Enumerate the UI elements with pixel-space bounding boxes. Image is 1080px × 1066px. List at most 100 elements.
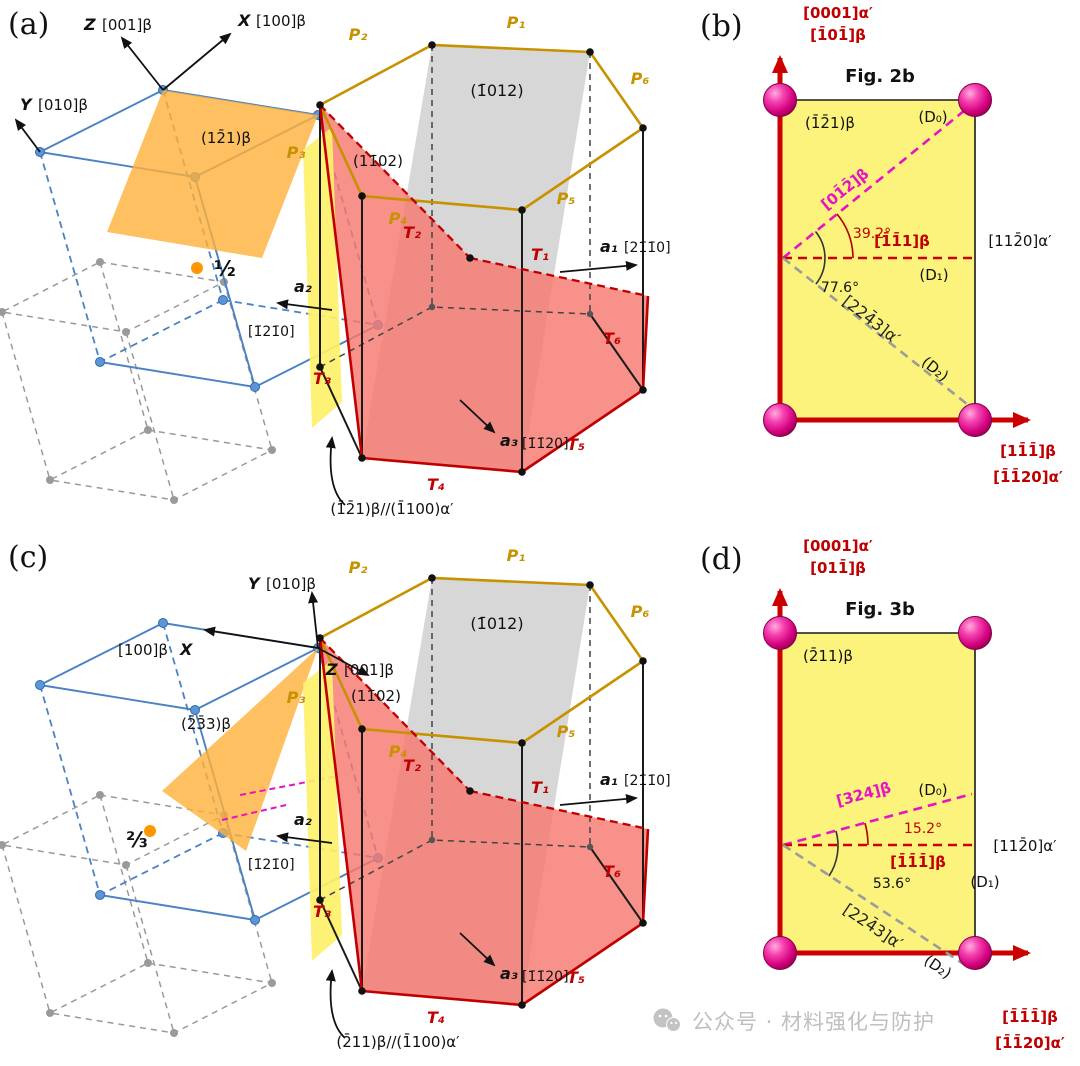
prism-vertical-edges — [319, 105, 644, 472]
top-axis-label-alpha: [0001]α′ — [803, 537, 873, 555]
panel-a: (a) Z [001]β X [100]β Y [010]β (12̄1)β ½… — [0, 0, 680, 537]
panel-c: (c) Y [010]β [100]β X Z [001]β (2̄3̄3)β … — [0, 533, 680, 1066]
bottom-axis-label-beta: [11̄1̄]β — [1000, 440, 1056, 460]
panel-letter: (c) — [8, 540, 48, 575]
pink-plane-label: (11̄02) — [351, 687, 401, 705]
edge-label-p1: P₁ — [507, 13, 526, 32]
bottom-axis-label-alpha: [1̄1̄20]α′ — [993, 466, 1063, 486]
d2-angle: 53.6° — [873, 876, 911, 892]
angle-arc-15 — [864, 822, 869, 846]
panel-letter: (b) — [700, 9, 743, 44]
edge-label-t3: T₃ — [313, 902, 331, 921]
trace-edges — [318, 104, 650, 474]
edge-label-t1: T₁ — [531, 245, 549, 264]
z-axis-direction: [001]β — [102, 16, 152, 34]
watermark: 公众号 · 材料强化与防护 — [652, 1006, 935, 1036]
plane-label: (1̄2̄1)β — [805, 113, 855, 132]
wechat-icon — [653, 1008, 681, 1032]
top-axis-label-beta: [011̄]β — [810, 557, 866, 577]
a3-axis-direction: [1̄1̄20] — [522, 436, 569, 452]
panel-c-figure: (c) Y [010]β [100]β X Z [001]β (2̄3̄3)β … — [0, 540, 671, 1051]
gray-cell-vertices — [0, 258, 276, 504]
x-axis-letter: X — [179, 640, 193, 659]
edge-label-t5: T₅ — [567, 968, 585, 987]
prism-hidden-edges — [319, 45, 591, 368]
d1-alpha-label: [112̄0]α′ — [993, 836, 1057, 855]
habit-plane-rect — [780, 100, 975, 420]
edge-label-t2: T₂ — [403, 756, 421, 775]
edge-label-p6: P₆ — [631, 69, 650, 88]
prism-vertices — [316, 574, 647, 1009]
top-axis-label-beta: [1̄01̄]β — [810, 24, 866, 44]
d1-direction-label: [1̄1̄1]β — [874, 230, 930, 250]
axis-arrows — [203, 591, 638, 1039]
pink-plane — [320, 638, 648, 1005]
edge-label-p1: P₁ — [507, 546, 526, 565]
edge-label-p2: P₂ — [349, 558, 368, 577]
orientation-relation-label: (1̄2̄1)β//(1̄100)α′ — [330, 499, 454, 518]
panel-letter: (d) — [700, 542, 743, 577]
orientation-relation-label: (2̄11)β//(1̄100)α′ — [336, 1032, 460, 1051]
d2-angle: 77.6° — [821, 280, 859, 296]
edge-label-t6: T₆ — [603, 862, 621, 881]
d1-tag: (D₁) — [970, 873, 999, 891]
prism-vertices — [316, 41, 647, 476]
half-fraction: ½ — [214, 257, 236, 281]
d0-direction-line — [782, 104, 971, 260]
half-position-dot — [191, 262, 203, 274]
edge-label-t3: T₃ — [313, 369, 331, 388]
x-axis-letter: X — [237, 11, 251, 30]
two-thirds-fraction: ⅔ — [126, 828, 148, 852]
atom-spheres — [763, 616, 992, 970]
prism-hidden-edges — [319, 578, 591, 901]
z-axis-letter: Z — [325, 660, 338, 679]
d1-tag: (D₁) — [919, 266, 948, 284]
edge-label-p3: P₃ — [287, 143, 306, 162]
y-axis-direction: [010]β — [38, 96, 88, 114]
bottom-axis-label-alpha: [1̄1̄20]α′ — [995, 1032, 1065, 1052]
edge-label-p2: P₂ — [349, 25, 368, 44]
pink-plane-label: (11̄02) — [353, 152, 403, 170]
prism-vertical-edges — [319, 638, 644, 1005]
d1-direction-label: [1̄1̄1̄]β — [890, 851, 946, 871]
d0-tag: (D₀) — [918, 108, 947, 126]
edge-label-t1: T₁ — [531, 778, 549, 797]
gray-dashed-cell — [0, 261, 275, 501]
panel-b: (b) [0001]α′ [1̄01̄]β Fig. 2b (1̄2̄1)β [… — [680, 0, 1080, 537]
angle-arc-39 — [836, 213, 854, 259]
edge-label-t5: T₅ — [567, 435, 585, 454]
or-callout-arrow — [325, 436, 346, 506]
orange-plane — [162, 648, 318, 851]
d0-trace-line-2 — [221, 804, 287, 821]
pink-plane — [320, 105, 648, 472]
angle-arc-53 — [828, 830, 839, 877]
figure-reference: Fig. 3b — [845, 599, 915, 620]
panel-d-figure: (d) [0001]α′ [011̄]β Fig. 3b (2̄11)β [32… — [700, 537, 1065, 1052]
edge-label-p5: P₅ — [557, 189, 576, 208]
d0-direction-line — [782, 792, 973, 847]
a2-axis-direction: [1̄21̄0] — [248, 324, 295, 340]
d1-alpha-label: [112̄0]α′ — [988, 231, 1052, 250]
atom-spheres — [763, 83, 992, 437]
x-axis-direction: [100]β — [118, 641, 168, 659]
a2-axis-direction: [1̄21̄0] — [248, 857, 295, 873]
a1-axis-letter: a₁ — [600, 770, 618, 789]
edge-label-p5: P₅ — [557, 722, 576, 741]
a1-axis-letter: a₁ — [600, 237, 618, 256]
a2-axis-letter: a₂ — [294, 277, 312, 296]
y-axis-letter: Y — [20, 95, 33, 114]
trace-edges-hidden — [319, 104, 649, 298]
d0-angle: 39.2° — [853, 226, 891, 242]
d2-direction-line — [782, 256, 973, 410]
orange-plane-label: (12̄1)β — [201, 128, 251, 147]
a2-axis-letter: a₂ — [294, 810, 312, 829]
edge-label-t4: T₄ — [427, 475, 445, 494]
two-thirds-position-dot — [144, 825, 156, 837]
x-axis-direction: [100]β — [256, 12, 306, 30]
axis-arrows — [14, 32, 638, 506]
orange-plane-label: (2̄3̄3)β — [181, 714, 231, 733]
edge-label-p3: P₃ — [287, 688, 306, 707]
edge-label-t4: T₄ — [427, 1008, 445, 1027]
d0-tag: (D₀) — [918, 781, 947, 799]
